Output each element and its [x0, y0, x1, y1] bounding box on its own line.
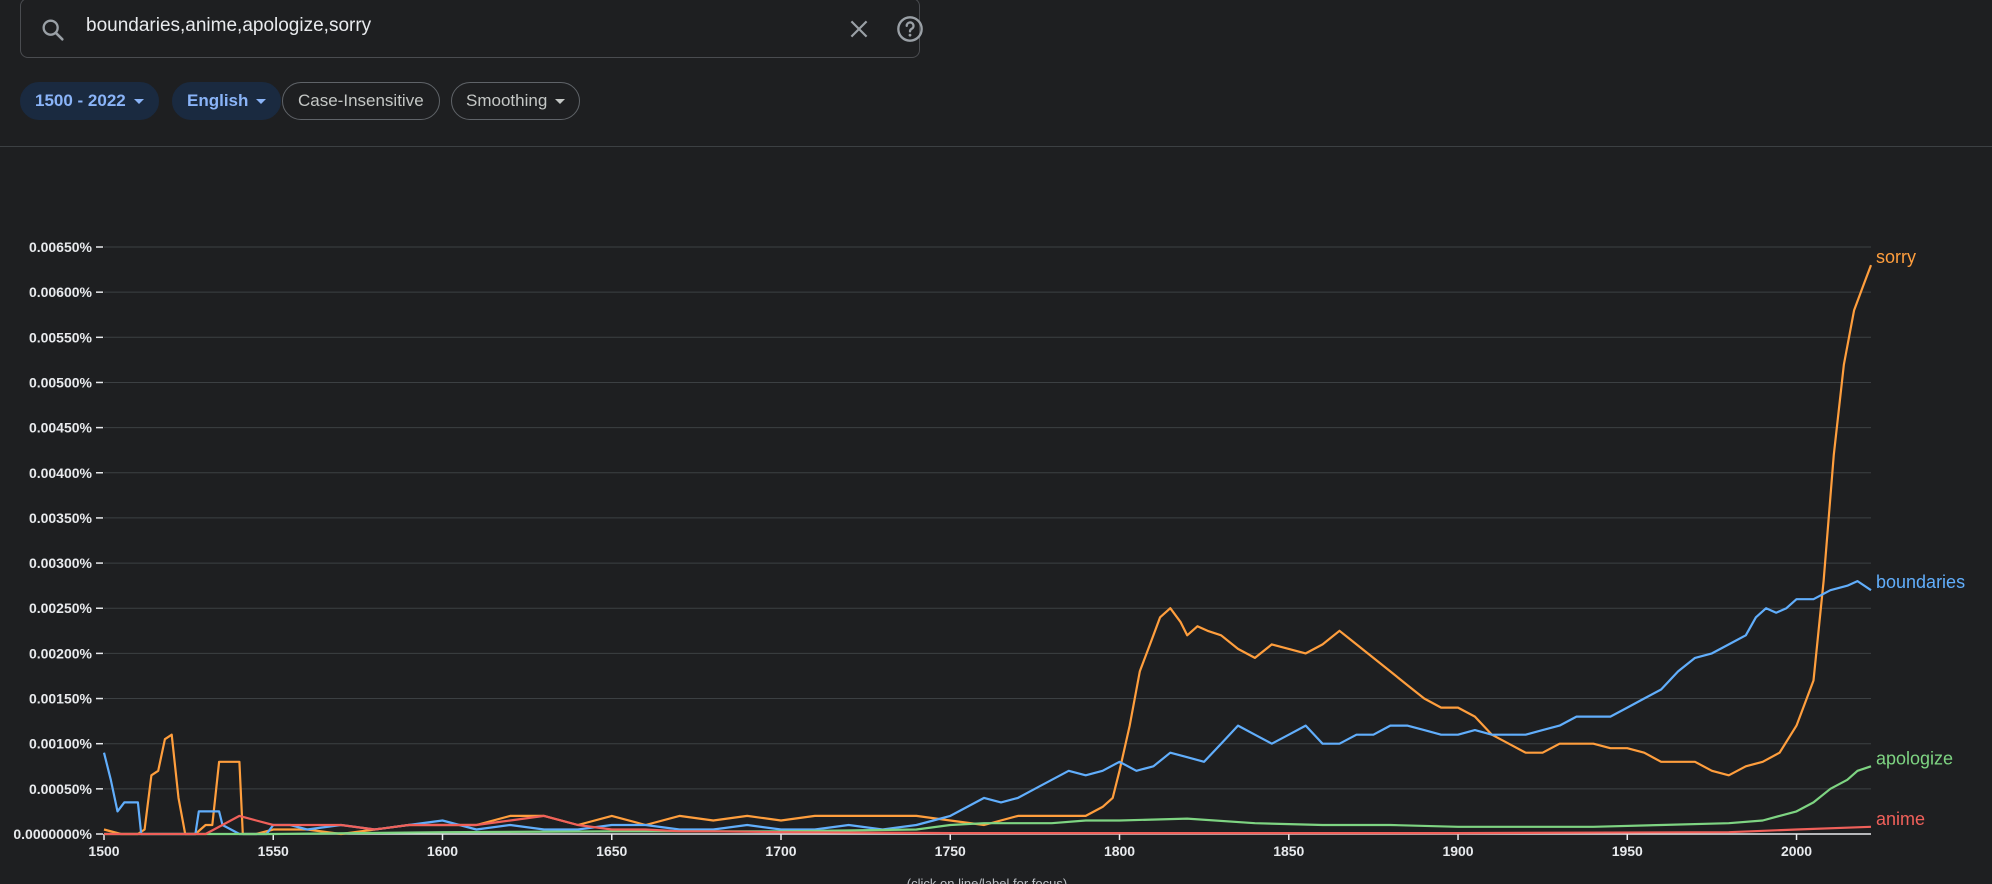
y-tick-label: 0.00150% — [29, 691, 93, 707]
x-tick-label: 1900 — [1442, 843, 1473, 859]
y-tick-label: 0.00350% — [29, 510, 93, 526]
series-line-anime[interactable] — [104, 814, 1872, 836]
chevron-down-icon — [256, 99, 267, 105]
search-box[interactable]: boundaries,anime,apologize,sorry — [20, 0, 923, 58]
y-tick-label: 0.00550% — [29, 329, 93, 345]
x-tick-label: 1600 — [427, 843, 458, 859]
series-label-anime[interactable]: anime — [1876, 809, 1925, 829]
y-tick-label: 0.00250% — [29, 600, 93, 616]
y-tick-label: 0.00200% — [29, 645, 93, 661]
series-labels[interactable]: sorry boundaries apologize anime — [1876, 247, 1965, 829]
x-tick-label: 1800 — [1104, 843, 1135, 859]
chart-note: (click on line/label for focus) — [907, 876, 1067, 884]
close-icon[interactable] — [846, 16, 872, 42]
x-axis: 1500 1550 1600 1650 1700 1750 1800 1850 1900 1950… — [88, 833, 1871, 859]
x-tick-label: 1700 — [765, 843, 796, 859]
search-icon — [42, 19, 64, 41]
x-tick-label: 1650 — [596, 843, 627, 859]
year-range-dropdown[interactable]: 1500 - 2022 — [20, 82, 159, 120]
series-lines[interactable] — [102, 264, 1873, 836]
x-tick-label: 1850 — [1273, 843, 1304, 859]
y-tick-label: 0.0000000% — [13, 826, 92, 842]
y-tick-label: 0.00100% — [29, 736, 93, 752]
series-line-sorry[interactable] — [103, 264, 1873, 836]
smoothing-dropdown[interactable]: Smoothing — [451, 82, 581, 120]
y-tick-label: 0.00600% — [29, 284, 93, 300]
series-label-boundaries[interactable]: boundaries — [1876, 572, 1965, 592]
series-line-apologize[interactable] — [104, 765, 1872, 836]
series-label-sorry[interactable]: sorry — [1876, 247, 1916, 267]
y-tick-label: 0.00400% — [29, 465, 93, 481]
y-tick-label: 0.00300% — [29, 555, 93, 571]
x-tick-label: 1550 — [258, 843, 289, 859]
case-insensitive-toggle[interactable]: Case-Insensitive — [282, 82, 440, 120]
y-tick-label: 0.00450% — [29, 420, 93, 436]
x-tick-label: 1500 — [88, 843, 119, 859]
series-line-boundaries[interactable] — [102, 580, 1872, 836]
corpus-label: English — [187, 91, 249, 110]
search-input[interactable]: boundaries,anime,apologize,sorry — [86, 15, 372, 36]
y-axis: 0.0000000% 0.00050% 0.00100% 0.00150% 0.0020… — [13, 239, 103, 842]
header-divider — [0, 146, 1992, 147]
y-tick-label: 0.00050% — [29, 781, 93, 797]
series-label-apologize[interactable]: apologize — [1876, 748, 1953, 768]
x-tick-label: 2000 — [1781, 843, 1812, 859]
corpus-dropdown[interactable]: English — [172, 82, 282, 120]
x-tick-label: 1950 — [1612, 843, 1643, 859]
y-tick-label: 0.00650% — [29, 239, 93, 255]
chevron-down-icon — [555, 99, 566, 105]
y-tick-label: 0.00500% — [29, 374, 93, 390]
x-tick-label: 1750 — [935, 843, 966, 859]
smoothing-label: Smoothing — [466, 91, 548, 110]
help-icon[interactable] — [896, 15, 924, 43]
ngram-chart: 0.0000000% 0.00050% 0.00100% 0.00150% 0.0020… — [13, 239, 1965, 884]
year-range-label: 1500 - 2022 — [35, 91, 126, 110]
chevron-down-icon — [133, 99, 144, 105]
